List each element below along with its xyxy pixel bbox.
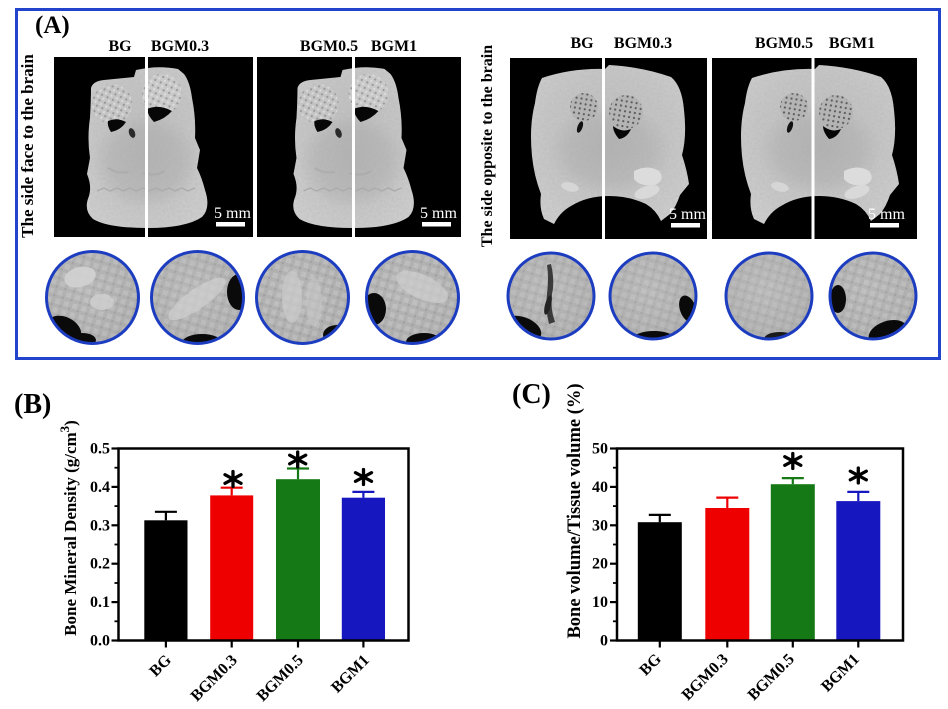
svg-text:BGM0.5: BGM0.5 [254,652,307,705]
svg-text:BGM0.5: BGM0.5 [745,651,798,704]
svg-text:40: 40 [592,479,608,496]
svg-text:BGM0.3: BGM0.3 [679,651,732,704]
svg-text:Bone Mineral Density (g/cm3): Bone Mineral Density (g/cm3) [57,420,80,636]
svg-text:0.3: 0.3 [90,517,110,534]
svg-text:BG: BG [636,650,665,679]
svg-text:Bone volume/Tissue volume (%): Bone volume/Tissue volume (%) [565,383,585,638]
svg-text:(C): (C) [512,379,551,410]
svg-text:BGM0.3: BGM0.3 [188,652,241,705]
svg-text:20: 20 [592,556,608,573]
svg-text:0.1: 0.1 [90,594,110,611]
svg-text:BG: BG [146,651,175,680]
svg-text:BGM1: BGM1 [328,652,373,697]
svg-text:10: 10 [592,594,608,611]
svg-text:30: 30 [592,517,608,534]
svg-text:50: 50 [592,441,608,458]
svg-text:(B): (B) [14,389,51,420]
svg-text:BGM1: BGM1 [818,651,863,696]
svg-text:0.5: 0.5 [90,441,110,458]
svg-text:0: 0 [600,633,608,650]
svg-text:0.0: 0.0 [90,633,110,650]
svg-text:0.4: 0.4 [90,479,110,496]
svg-text:0.2: 0.2 [90,556,110,573]
